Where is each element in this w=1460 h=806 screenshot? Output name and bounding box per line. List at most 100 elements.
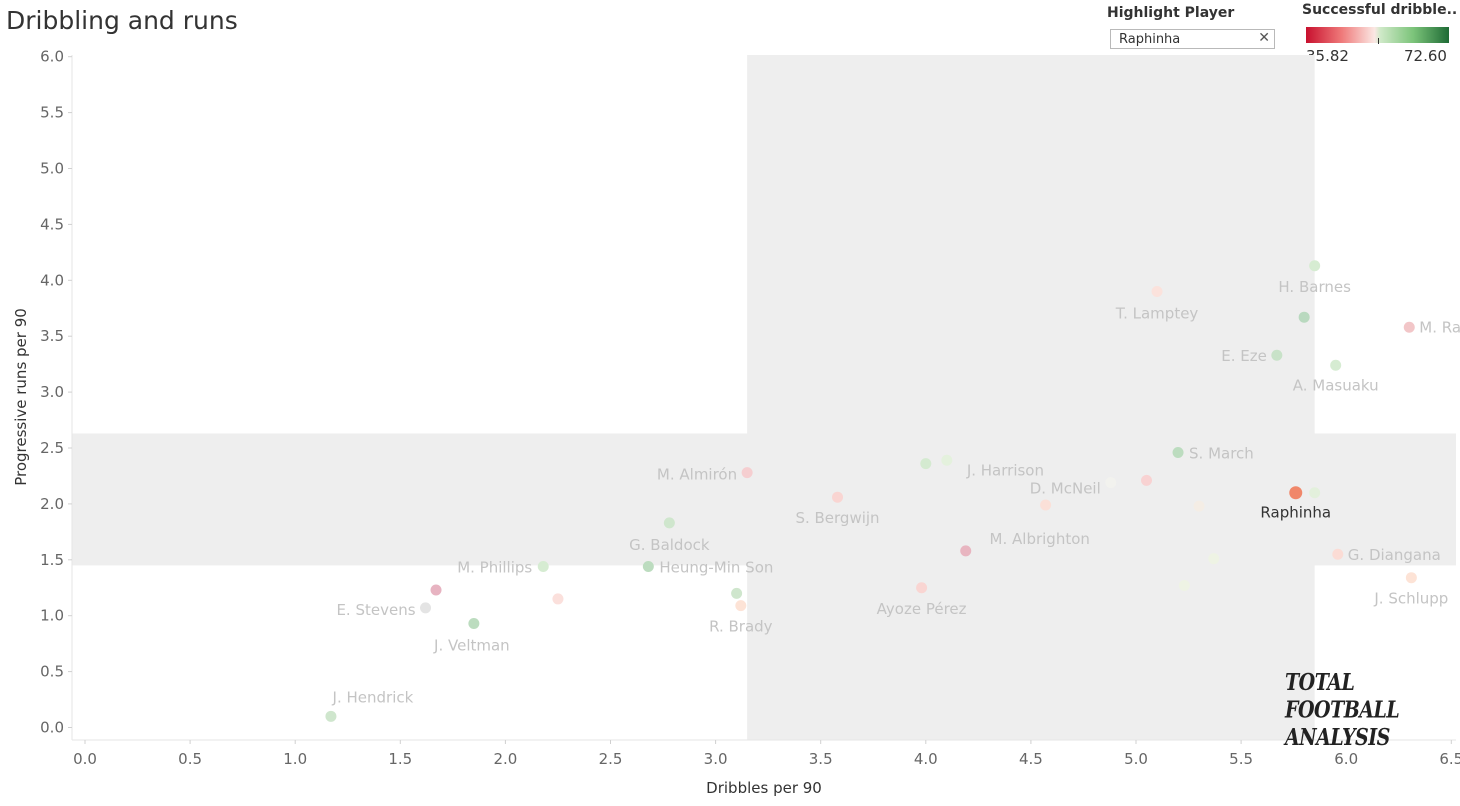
- color-legend-title: Successful dribble..: [1302, 2, 1458, 18]
- y-axis-ticks: 0.0 0.5 1.0 1.5 2.0 2.5 3.0 3.5 4.0 4.5 5.0 5.5 6.0: [40, 48, 72, 737]
- brand-logo: TOTAL FOOTBALL ANALYSIS: [1285, 668, 1400, 752]
- color-legend-marker: [1378, 38, 1379, 44]
- x-tick-label: 1.0: [283, 750, 307, 768]
- data-point[interactable]: [1172, 446, 1184, 458]
- chart-title: Dribbling and runs: [6, 6, 238, 35]
- y-tick-label: 3.0: [40, 383, 64, 401]
- highlight-player-input[interactable]: Raphinha ✕: [1110, 29, 1275, 49]
- data-point[interactable]: [552, 593, 564, 605]
- y-tick-label: 4.5: [40, 215, 64, 233]
- x-axis-ticks: 0.0 0.5 1.0 1.5 2.0 2.5 3.0 3.5 4.0 4.5 5.0 5.5 6.0 6…: [73, 740, 1460, 768]
- y-tick-label: 0.0: [40, 719, 64, 737]
- y-tick-label: 3.5: [40, 327, 64, 345]
- x-tick-label: 4.5: [1019, 750, 1043, 768]
- data-point[interactable]: [537, 561, 549, 573]
- y-tick-label: 0.5: [40, 663, 64, 681]
- data-point[interactable]: [1309, 487, 1321, 499]
- data-point[interactable]: [920, 458, 932, 470]
- y-tick-label: 1.0: [40, 607, 64, 625]
- y-axis-title: Progressive runs per 90: [12, 308, 30, 486]
- data-point[interactable]: [1141, 474, 1153, 486]
- data-point[interactable]: [832, 491, 844, 503]
- data-label: M. Almirón: [657, 466, 737, 484]
- data-point[interactable]: [1332, 548, 1344, 560]
- data-point[interactable]: [468, 618, 480, 630]
- y-tick-label: 5.0: [40, 160, 64, 178]
- close-icon[interactable]: ✕: [1258, 30, 1270, 46]
- data-label: Heung-Min Son: [659, 559, 773, 577]
- data-point[interactable]: [1208, 553, 1220, 565]
- data-point[interactable]: [1330, 359, 1342, 371]
- data-label: R. Brady: [709, 618, 773, 636]
- data-label: S. Bergwijn: [795, 509, 879, 527]
- data-label: G. Baldock: [629, 536, 710, 554]
- highlight-player-label: Highlight Player: [1107, 5, 1235, 21]
- data-label: J. Hendrick: [332, 688, 414, 706]
- data-point[interactable]: [731, 587, 743, 599]
- data-point[interactable]: [1309, 260, 1321, 272]
- data-point[interactable]: [1403, 321, 1415, 333]
- data-labels: J. GrealishAdama TraoréPedro NetoH. Barn…: [332, 278, 1460, 707]
- data-label: Raphinha: [1260, 504, 1331, 522]
- highlight-player-value: Raphinha: [1119, 32, 1181, 47]
- data-point[interactable]: [663, 517, 675, 529]
- data-point[interactable]: [1193, 500, 1205, 512]
- y-tick-label: 2.5: [40, 439, 64, 457]
- x-tick-label: 4.0: [914, 750, 938, 768]
- data-label: S. March: [1189, 444, 1254, 462]
- shaded-band-horizontal: [72, 433, 1456, 566]
- x-tick-label: 5.0: [1124, 750, 1148, 768]
- data-label: T. Lamptey: [1115, 304, 1199, 322]
- data-point-highlighted[interactable]: [1289, 486, 1303, 500]
- shaded-band-vertical: [747, 55, 1315, 740]
- data-label: M. Rashford: [1419, 318, 1460, 336]
- data-label: D. McNeil: [1030, 480, 1101, 498]
- x-tick-label: 0.0: [73, 750, 97, 768]
- data-point[interactable]: [741, 467, 753, 479]
- data-point[interactable]: [735, 600, 747, 612]
- y-tick-label: 2.0: [40, 495, 64, 513]
- data-label: E. Eze: [1221, 347, 1267, 365]
- color-legend-max: 72.60: [1404, 47, 1447, 65]
- data-point[interactable]: [1271, 349, 1283, 361]
- data-label: J. Schlupp: [1373, 590, 1448, 608]
- data-label: A. Masuaku: [1293, 376, 1379, 394]
- data-point[interactable]: [1105, 477, 1117, 489]
- y-tick-label: 1.5: [40, 551, 64, 569]
- color-legend-min: 35.82: [1306, 47, 1349, 65]
- data-point[interactable]: [916, 582, 928, 594]
- data-label: H. Barnes: [1278, 278, 1351, 296]
- data-points: [325, 260, 1417, 722]
- data-point[interactable]: [1151, 285, 1163, 297]
- data-point[interactable]: [420, 602, 432, 614]
- color-legend-gradient: [1306, 27, 1449, 43]
- data-label: M. Phillips: [457, 559, 532, 577]
- x-tick-label: 6.5: [1439, 750, 1460, 768]
- x-tick-label: 0.5: [178, 750, 202, 768]
- data-label: J. Veltman: [433, 637, 510, 655]
- data-label: J. Harrison: [966, 461, 1044, 479]
- data-point[interactable]: [1040, 499, 1052, 511]
- data-point[interactable]: [325, 710, 337, 722]
- y-tick-label: 5.5: [40, 104, 64, 122]
- x-tick-label: 1.5: [388, 750, 412, 768]
- data-point[interactable]: [1405, 572, 1417, 584]
- data-label: G. Diangana: [1348, 546, 1441, 564]
- data-label: E. Stevens: [336, 601, 415, 619]
- y-tick-label: 4.0: [40, 271, 64, 289]
- x-tick-label: 5.5: [1229, 750, 1253, 768]
- data-point[interactable]: [1178, 580, 1190, 592]
- data-point[interactable]: [642, 561, 654, 573]
- data-point[interactable]: [960, 545, 972, 557]
- y-tick-label: 6.0: [40, 48, 64, 66]
- x-tick-label: 3.0: [704, 750, 728, 768]
- data-label: Ayoze Pérez: [877, 600, 967, 618]
- x-tick-label: 2.5: [599, 750, 623, 768]
- data-point[interactable]: [941, 454, 953, 466]
- x-axis-title: Dribbles per 90: [706, 779, 822, 797]
- data-point[interactable]: [1298, 311, 1310, 323]
- x-tick-label: 2.0: [493, 750, 517, 768]
- data-label: M. Albrighton: [990, 530, 1090, 548]
- data-point[interactable]: [430, 584, 442, 596]
